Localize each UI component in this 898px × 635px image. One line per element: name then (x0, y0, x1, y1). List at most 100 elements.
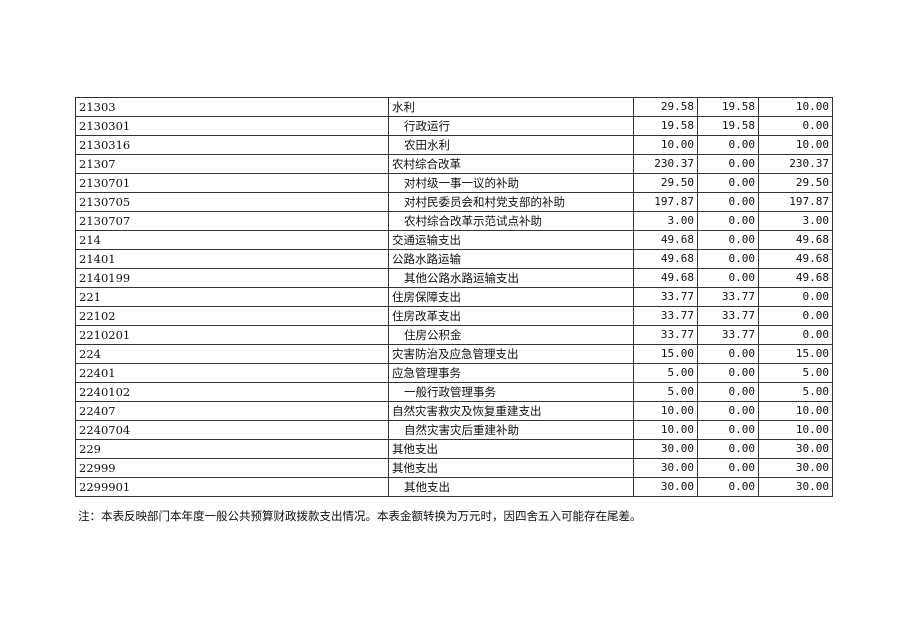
total-amount-cell: 10.00 (633, 401, 698, 421)
subject-code-cell: 2130316 (75, 135, 389, 155)
subject-name-cell: 自然灾害灾后重建补助 (388, 420, 634, 440)
basic-expenditure-cell: 0.00 (697, 154, 759, 174)
basic-expenditure-cell: 0.00 (697, 192, 759, 212)
subject-code-cell: 2130301 (75, 116, 389, 136)
subject-code-cell: 2210201 (75, 325, 389, 345)
project-expenditure-cell: 30.00 (758, 458, 833, 478)
project-expenditure-cell: 0.00 (758, 306, 833, 326)
basic-expenditure-cell: 19.58 (697, 97, 759, 117)
total-amount-cell: 49.68 (633, 249, 698, 269)
basic-expenditure-cell: 0.00 (697, 268, 759, 288)
table-row: 2299901 其他支出 30.00 0.00 30.00 (75, 477, 833, 497)
project-expenditure-cell: 10.00 (758, 135, 833, 155)
basic-expenditure-cell: 33.77 (697, 325, 759, 345)
table-row: 2140199 其他公路水路运输支出 49.68 0.00 49.68 (75, 268, 833, 288)
subject-name-cell: 行政运行 (388, 116, 634, 136)
subject-code-cell: 2299901 (75, 477, 389, 497)
total-amount-cell: 5.00 (633, 382, 698, 402)
table-row: 224 灾害防治及应急管理支出 15.00 0.00 15.00 (75, 344, 833, 364)
total-amount-cell: 5.00 (633, 363, 698, 383)
table-row: 214 交通运输支出 49.68 0.00 49.68 (75, 230, 833, 250)
subject-name-cell: 应急管理事务 (388, 363, 634, 383)
subject-code-cell: 22401 (75, 363, 389, 383)
project-expenditure-cell: 30.00 (758, 477, 833, 497)
project-expenditure-cell: 0.00 (758, 287, 833, 307)
subject-name-cell: 住房保障支出 (388, 287, 634, 307)
subject-name-cell: 水利 (388, 97, 634, 117)
subject-code-cell: 22102 (75, 306, 389, 326)
basic-expenditure-cell: 0.00 (697, 439, 759, 459)
table-row: 2130316 农田水利 10.00 0.00 10.00 (75, 135, 833, 155)
table-row: 2240704 自然灾害灾后重建补助 10.00 0.00 10.00 (75, 420, 833, 440)
table-row: 22999 其他支出 30.00 0.00 30.00 (75, 458, 833, 478)
project-expenditure-cell: 30.00 (758, 439, 833, 459)
subject-name-cell: 住房改革支出 (388, 306, 634, 326)
table-row: 2130707 农村综合改革示范试点补助 3.00 0.00 3.00 (75, 211, 833, 231)
basic-expenditure-cell: 0.00 (697, 401, 759, 421)
subject-code-cell: 2130707 (75, 211, 389, 231)
table-row: 22102 住房改革支出 33.77 33.77 0.00 (75, 306, 833, 326)
subject-name-cell: 对村级一事一议的补助 (388, 173, 634, 193)
table-row: 2210201 住房公积金 33.77 33.77 0.00 (75, 325, 833, 345)
total-amount-cell: 49.68 (633, 268, 698, 288)
subject-name-cell: 一般行政管理事务 (388, 382, 634, 402)
subject-code-cell: 22999 (75, 458, 389, 478)
subject-name-cell: 其他支出 (388, 477, 634, 497)
project-expenditure-cell: 10.00 (758, 97, 833, 117)
project-expenditure-cell: 49.68 (758, 230, 833, 250)
total-amount-cell: 10.00 (633, 135, 698, 155)
table-row: 21303 水利 29.58 19.58 10.00 (75, 97, 833, 117)
subject-code-cell: 2130701 (75, 173, 389, 193)
subject-name-cell: 住房公积金 (388, 325, 634, 345)
subject-code-cell: 2140199 (75, 268, 389, 288)
subject-name-cell: 农田水利 (388, 135, 634, 155)
basic-expenditure-cell: 33.77 (697, 287, 759, 307)
total-amount-cell: 230.37 (633, 154, 698, 174)
total-amount-cell: 30.00 (633, 458, 698, 478)
total-amount-cell: 49.68 (633, 230, 698, 250)
subject-code-cell: 21401 (75, 249, 389, 269)
subject-name-cell: 农村综合改革示范试点补助 (388, 211, 634, 231)
basic-expenditure-cell: 0.00 (697, 173, 759, 193)
total-amount-cell: 15.00 (633, 344, 698, 364)
subject-code-cell: 21303 (75, 97, 389, 117)
subject-code-cell: 224 (75, 344, 389, 364)
basic-expenditure-cell: 0.00 (697, 420, 759, 440)
project-expenditure-cell: 15.00 (758, 344, 833, 364)
subject-name-cell: 其他支出 (388, 458, 634, 478)
total-amount-cell: 30.00 (633, 477, 698, 497)
total-amount-cell: 33.77 (633, 306, 698, 326)
total-amount-cell: 33.77 (633, 325, 698, 345)
subject-name-cell: 农村综合改革 (388, 154, 634, 174)
table-note: 注：本表反映部门本年度一般公共预算财政拨款支出情况。本表金额转换为万元时，因四舍… (78, 509, 642, 523)
total-amount-cell: 3.00 (633, 211, 698, 231)
project-expenditure-cell: 197.87 (758, 192, 833, 212)
subject-code-cell: 221 (75, 287, 389, 307)
table-row: 22407 自然灾害救灾及恢复重建支出 10.00 0.00 10.00 (75, 401, 833, 421)
expenditure-table: 21303 水利 29.58 19.58 10.00 2130301 行政运行 19.58 19… (75, 97, 833, 497)
project-expenditure-cell: 49.68 (758, 249, 833, 269)
subject-code-cell: 2240704 (75, 420, 389, 440)
project-expenditure-cell: 5.00 (758, 382, 833, 402)
subject-name-cell: 其他支出 (388, 439, 634, 459)
table-row: 229 其他支出 30.00 0.00 30.00 (75, 439, 833, 459)
project-expenditure-cell: 49.68 (758, 268, 833, 288)
table-row: 22401 应急管理事务 5.00 0.00 5.00 (75, 363, 833, 383)
table-row: 221 住房保障支出 33.77 33.77 0.00 (75, 287, 833, 307)
subject-code-cell: 229 (75, 439, 389, 459)
subject-code-cell: 21307 (75, 154, 389, 174)
project-expenditure-cell: 5.00 (758, 363, 833, 383)
total-amount-cell: 19.58 (633, 116, 698, 136)
table-row: 21401 公路水路运输 49.68 0.00 49.68 (75, 249, 833, 269)
total-amount-cell: 30.00 (633, 439, 698, 459)
subject-code-cell: 2130705 (75, 192, 389, 212)
total-amount-cell: 29.50 (633, 173, 698, 193)
total-amount-cell: 197.87 (633, 192, 698, 212)
total-amount-cell: 29.58 (633, 97, 698, 117)
subject-name-cell: 自然灾害救灾及恢复重建支出 (388, 401, 634, 421)
basic-expenditure-cell: 0.00 (697, 458, 759, 478)
basic-expenditure-cell: 19.58 (697, 116, 759, 136)
table-row: 21307 农村综合改革 230.37 0.00 230.37 (75, 154, 833, 174)
total-amount-cell: 33.77 (633, 287, 698, 307)
table-row: 2130301 行政运行 19.58 19.58 0.00 (75, 116, 833, 136)
